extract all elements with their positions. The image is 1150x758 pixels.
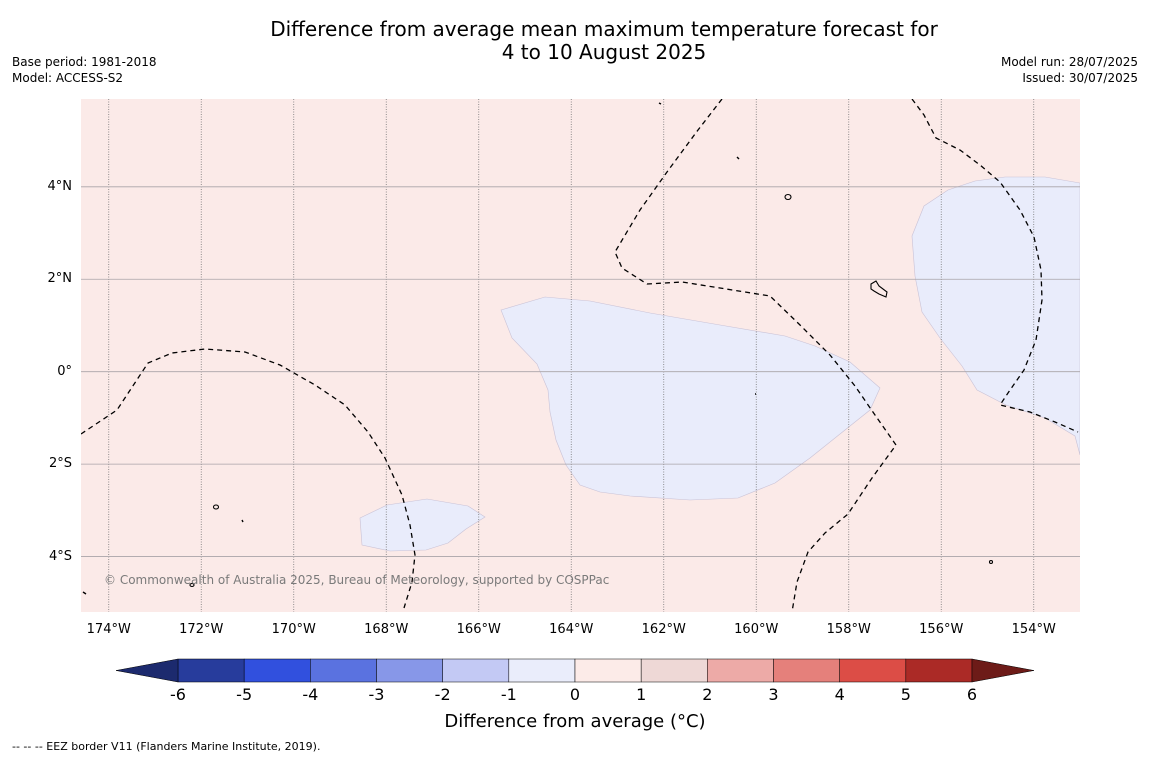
eez-footnote: -- -- -- EEZ border V11 (Flanders Marine…: [12, 740, 321, 753]
model-run-info: Model run: 28/07/2025 Issued: 30/07/2025: [1001, 54, 1138, 86]
island: [189, 582, 195, 588]
colorbar-tick-label: 5: [900, 685, 911, 704]
colorbar-tick-label: -6: [170, 685, 186, 704]
cool-anomaly-region-central: [500, 296, 881, 501]
longitude-label: 166°W: [456, 622, 501, 637]
issued-text: Issued: 30/07/2025: [1022, 71, 1138, 85]
cool-anomaly-region-southwest: [359, 498, 486, 552]
longitude-label: 162°W: [641, 622, 686, 637]
longitude-label: 154°W: [1011, 622, 1056, 637]
latitude-label: 4°N: [47, 178, 73, 194]
colorbar-tick-label: 6: [966, 685, 978, 704]
colorbar-segment: [839, 658, 907, 683]
colorbar-tick-label: 3: [768, 685, 779, 704]
colorbar-segment: [177, 658, 245, 683]
graticule: [81, 99, 1080, 612]
island: [870, 280, 888, 298]
colorbar-tick-label: -1: [500, 685, 517, 704]
title-line-2: 4 to 10 August 2025: [501, 40, 707, 64]
eez-border-east: [911, 99, 1079, 433]
base-period-info: Base period: 1981-2018 Model: ACCESS-S2: [12, 54, 157, 86]
map-title: Difference from average mean maximum tem…: [200, 18, 1008, 64]
colorbar-segment: [574, 658, 642, 683]
longitude-label: 156°W: [919, 622, 964, 637]
colorbar-tick-label: -2: [434, 685, 451, 704]
longitude-label: 164°W: [549, 622, 594, 637]
latitude-label: 2°N: [47, 271, 73, 287]
islands: [82, 102, 994, 595]
model-text: Model: ACCESS-S2: [12, 71, 124, 85]
colorbar-segment: [640, 658, 708, 683]
colorbar-tick-label: -4: [302, 685, 319, 704]
longitude-label: 158°W: [826, 622, 871, 637]
colorbar-tick-label: 2: [702, 685, 713, 704]
colorbar-segment: [707, 658, 774, 683]
longitude-label: 168°W: [364, 622, 409, 637]
island: [988, 559, 994, 565]
island: [82, 591, 87, 595]
title-line-1: Difference from average mean maximum tem…: [270, 17, 938, 41]
longitude-label: 170°W: [271, 622, 316, 637]
colorbar-segment: [442, 658, 510, 683]
latitude-label: 0°: [57, 363, 72, 379]
copyright-notice: © Commonwealth of Australia 2025, Bureau…: [104, 573, 609, 587]
colorbar: [115, 658, 1035, 683]
longitude-label: 172°W: [179, 622, 224, 637]
island: [784, 193, 792, 201]
colorbar-title: Difference from average (°C): [444, 711, 706, 732]
longitude-label: 174°W: [86, 622, 131, 637]
colorbar-segment: [905, 658, 973, 683]
colorbar-tick-label: 4: [834, 685, 845, 704]
model-run-text: Model run: 28/07/2025: [1000, 55, 1138, 69]
cool-anomaly-region-east: [911, 176, 1080, 456]
eez-border-west: [81, 348, 416, 609]
longitude-label: 160°W: [734, 622, 779, 637]
latitude-label: 4°S: [48, 548, 72, 564]
colorbar-tick-label: -3: [368, 685, 385, 704]
latitude-label: 2°S: [48, 456, 72, 472]
colorbar-segment: [243, 658, 311, 683]
colorbar-extend-high: [971, 658, 1035, 683]
colorbar-segment: [376, 658, 443, 683]
colorbar-segment: [508, 658, 576, 683]
island: [658, 102, 662, 105]
colorbar-segment: [773, 658, 840, 683]
colorbar-tick-label: -5: [236, 685, 253, 704]
colorbar-tick-label: 0: [569, 685, 581, 704]
base-period-text: Base period: 1981-2018: [12, 55, 157, 69]
colorbar-segment: [310, 658, 377, 683]
colorbar-tick-label: 1: [636, 685, 647, 704]
island: [212, 504, 220, 510]
island: [736, 156, 740, 160]
island: [241, 519, 244, 523]
colorbar-extend-low: [115, 658, 179, 683]
eez-border-central: [614, 99, 897, 612]
